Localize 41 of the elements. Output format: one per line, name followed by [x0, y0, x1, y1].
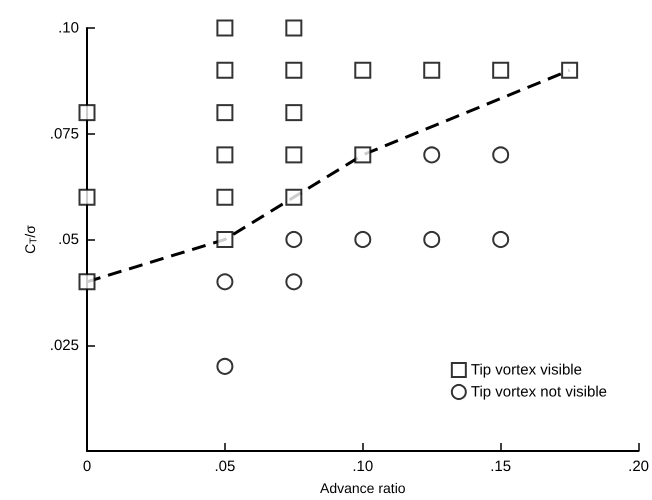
point	[285, 62, 302, 79]
point	[354, 62, 372, 79]
point	[492, 62, 510, 79]
point	[78, 104, 96, 122]
point	[285, 231, 302, 248]
point	[354, 231, 372, 248]
y-tick-label: .10	[58, 20, 79, 36]
point	[216, 104, 234, 122]
x-tick-label: 0	[82, 458, 92, 475]
point	[423, 231, 440, 248]
point	[216, 20, 234, 36]
point	[285, 273, 302, 290]
point	[78, 188, 96, 206]
point	[216, 62, 234, 79]
point	[216, 188, 234, 206]
legend-label: Tip vortex not visible	[470, 384, 608, 400]
x-tick-label: .05	[214, 458, 236, 475]
point	[492, 231, 510, 248]
point	[561, 62, 578, 79]
x-axis-title: Advance ratio	[320, 480, 406, 496]
point	[354, 146, 372, 164]
point	[492, 146, 510, 164]
x-tick-label: .10	[352, 458, 374, 475]
point	[216, 146, 234, 164]
point	[78, 273, 96, 290]
legend-label: Tip vortex visible	[470, 362, 582, 378]
point	[423, 146, 440, 164]
y-tick-label: .075	[50, 125, 79, 142]
y-axis-title: CT/σ	[22, 224, 40, 254]
point	[285, 146, 302, 164]
y-tick-label: .05	[58, 231, 79, 248]
point	[285, 104, 302, 122]
point	[423, 62, 440, 79]
point	[216, 358, 234, 375]
x-tick-label: .15	[490, 458, 512, 475]
y-tick-label: .025	[50, 336, 79, 354]
point	[216, 273, 234, 290]
point	[285, 188, 302, 206]
x-tick-label: .20	[628, 458, 650, 475]
point	[216, 231, 234, 248]
point	[285, 20, 302, 36]
